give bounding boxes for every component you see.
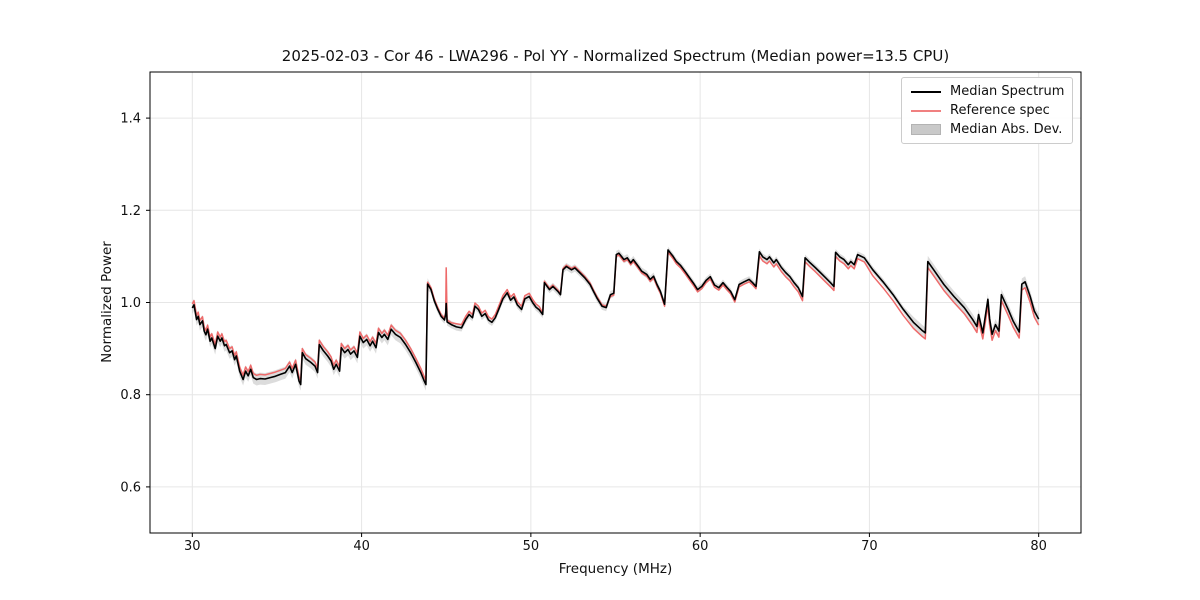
median-spectrum-line: [191, 249, 1040, 386]
x-tick-label: 50: [523, 539, 540, 554]
y-tick-label: 1.4: [120, 112, 141, 127]
legend-label: Reference spec: [950, 103, 1050, 118]
legend-entry-median-spectrum: Median Spectrum: [911, 82, 1065, 101]
y-axis-label: Normalized Power: [99, 241, 115, 363]
chart-title: 2025-02-03 - Cor 46 - LWA296 - Pol YY - …: [281, 47, 950, 65]
x-axis-label: Frequency (MHz): [558, 561, 673, 577]
x-tick-label: 30: [184, 539, 201, 554]
legend: Median Spectrum Reference spec Median Ab…: [901, 77, 1073, 144]
reference-line-swatch-icon: [911, 109, 941, 112]
median-line-swatch-icon: [911, 90, 941, 93]
legend-entry-median-abs-dev: Median Abs. Dev.: [911, 120, 1063, 139]
mad-band-swatch-icon: [911, 124, 941, 135]
x-tick-label: 70: [861, 539, 878, 554]
legend-entry-reference-spec: Reference spec: [911, 101, 1063, 120]
y-tick-label: 0.6: [120, 480, 141, 495]
y-tick-label: 1.2: [120, 204, 141, 219]
y-tick-label: 1.0: [120, 296, 141, 311]
legend-label: Median Abs. Dev.: [950, 122, 1063, 137]
x-tick-label: 40: [353, 539, 370, 554]
legend-label: Median Spectrum: [950, 84, 1065, 99]
x-tick-label: 60: [692, 539, 709, 554]
x-tick-label: 80: [1030, 539, 1047, 554]
y-tick-label: 0.8: [120, 388, 141, 403]
